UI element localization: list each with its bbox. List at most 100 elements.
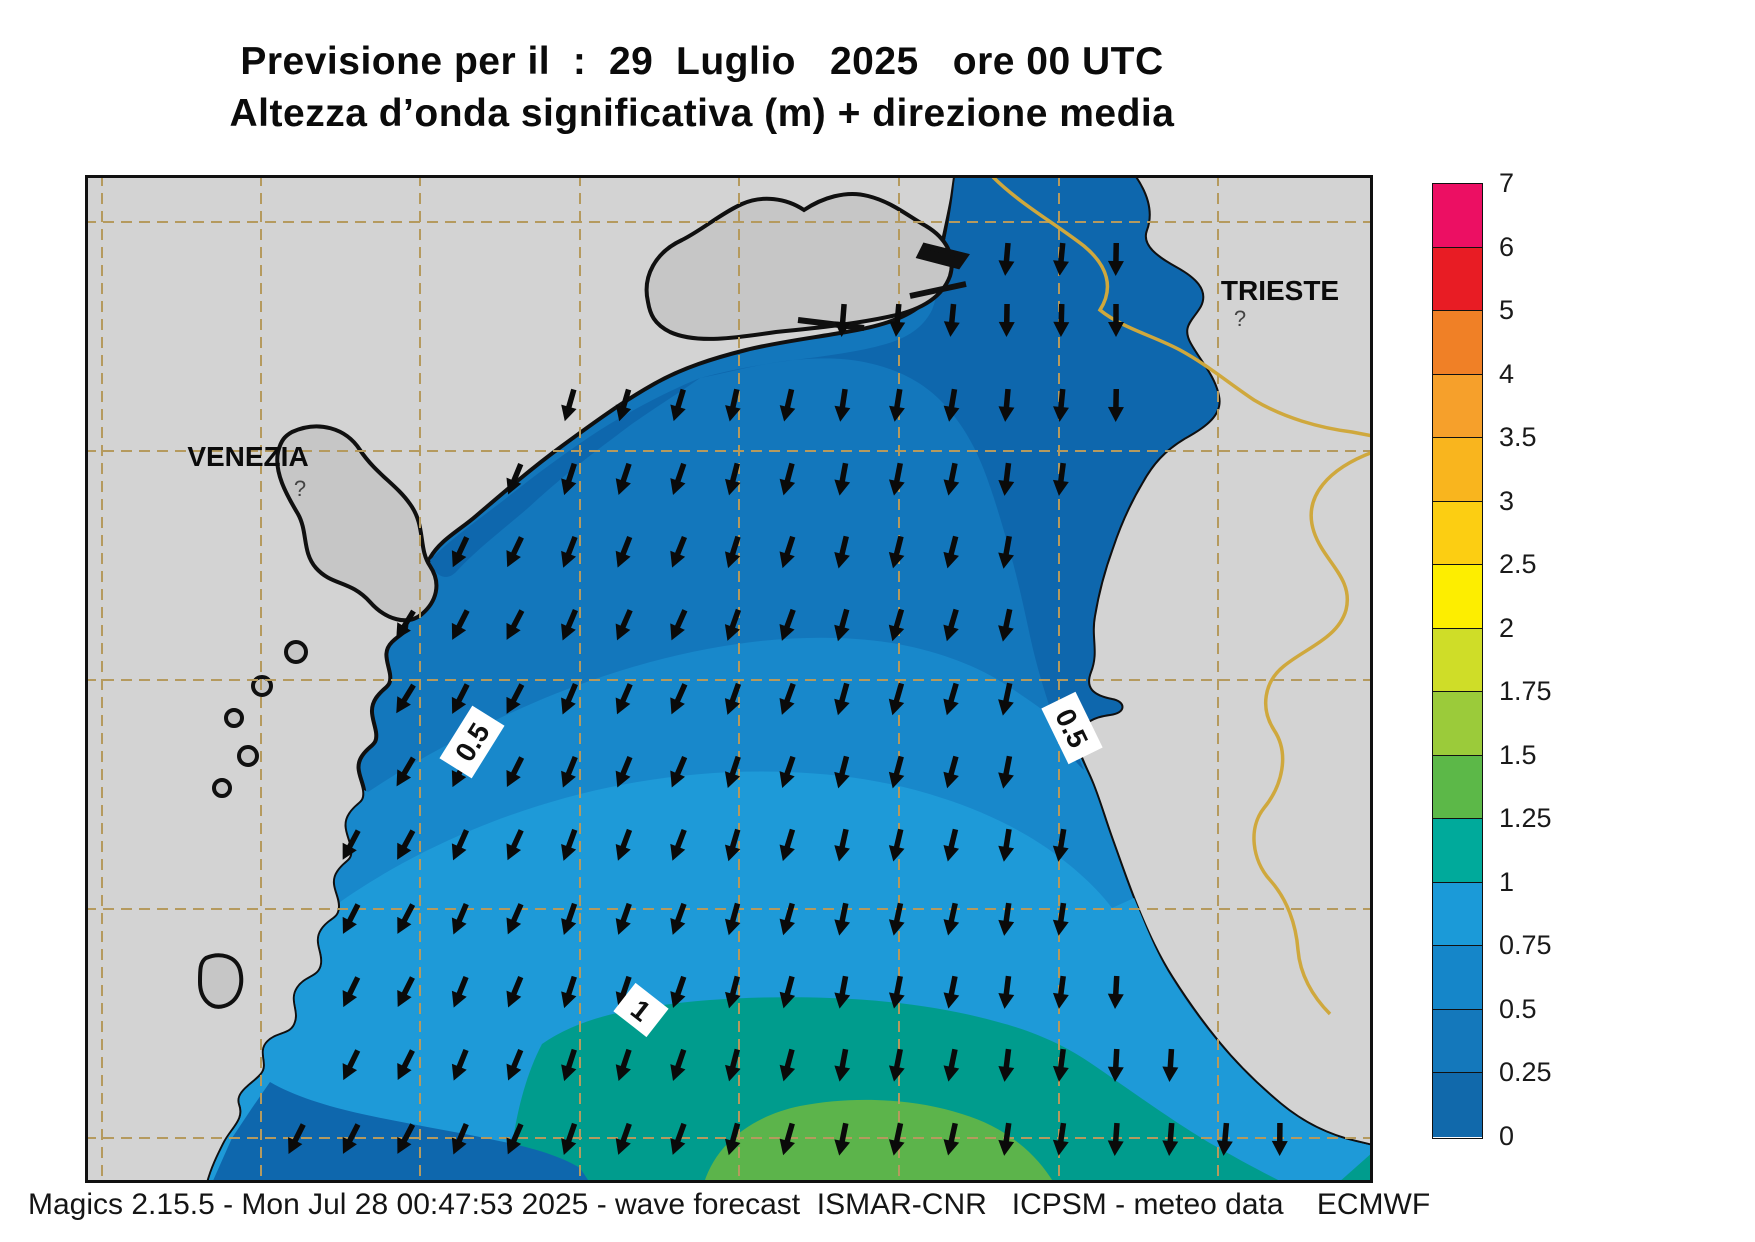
wave-arrow bbox=[943, 462, 960, 496]
wave-arrow bbox=[615, 1048, 632, 1082]
border-italy-slovenia bbox=[991, 175, 1373, 438]
wave-arrow bbox=[561, 975, 577, 1009]
wave-arrow bbox=[451, 975, 469, 1008]
wave-arrow bbox=[998, 535, 1014, 569]
wave-arrow bbox=[615, 462, 632, 496]
wave-arrow bbox=[615, 388, 632, 422]
wave-arrow bbox=[670, 1122, 687, 1155]
wave-arrow bbox=[724, 828, 741, 862]
legend-segment bbox=[1433, 819, 1482, 883]
wave-arrow bbox=[342, 1049, 361, 1081]
legend-value: 1.75 bbox=[1499, 676, 1552, 707]
wave-arrow bbox=[397, 1049, 415, 1081]
wave-arrow bbox=[670, 902, 687, 935]
wave-arrow bbox=[943, 682, 959, 716]
wave-arrow bbox=[725, 462, 741, 496]
wave-arrow bbox=[615, 683, 633, 715]
legend-value: 0.5 bbox=[1499, 993, 1537, 1024]
wave-arrow bbox=[561, 755, 578, 788]
wave-arrow bbox=[1107, 242, 1124, 276]
wave-arrow bbox=[998, 462, 1015, 496]
wave-arrow bbox=[561, 535, 578, 568]
legend-value: 0.75 bbox=[1499, 930, 1552, 961]
legend-labels: 7 6 5 4 3.5 3 2.5 2 1.75 1.5 1.25 1 0.75 0.5 0.25 0 bbox=[1499, 168, 1589, 1151]
wave-arrow bbox=[834, 975, 851, 1009]
wave-arrow bbox=[943, 755, 959, 789]
wave-arrow bbox=[724, 755, 741, 789]
legend-segment bbox=[1433, 374, 1482, 439]
wave-arrow bbox=[779, 755, 796, 788]
wave-arrow bbox=[1108, 304, 1124, 337]
wave-arrow bbox=[1052, 462, 1069, 496]
wave-arrow bbox=[670, 756, 688, 788]
legend-value: 0 bbox=[1499, 1121, 1515, 1151]
wave-arrow bbox=[561, 902, 578, 935]
wave-arrow bbox=[342, 976, 361, 1008]
grado-lagoon bbox=[644, 191, 954, 341]
wave-arrow bbox=[888, 1122, 905, 1156]
wave-arrow bbox=[888, 975, 905, 1009]
wave-arrow bbox=[834, 608, 850, 642]
wave-arrow bbox=[724, 535, 741, 569]
legend-segment bbox=[1433, 247, 1482, 312]
wave-arrow bbox=[1162, 1122, 1179, 1156]
wave-arrow bbox=[998, 828, 1015, 862]
wave-arrow bbox=[615, 1122, 632, 1155]
wave-arrow bbox=[561, 828, 578, 861]
region-1-125-corner bbox=[1338, 1152, 1373, 1183]
wave-arrow bbox=[451, 683, 470, 714]
legend-value: 5 bbox=[1499, 295, 1515, 326]
legend-segment bbox=[1433, 311, 1482, 375]
page-subtitle: Altezza d’onda significativa (m) + direz… bbox=[229, 92, 1175, 135]
wave-arrow bbox=[1271, 1122, 1288, 1156]
wave-arrow bbox=[998, 682, 1014, 716]
border-slovenia-croatia bbox=[1252, 450, 1373, 1016]
wave-arrow bbox=[834, 303, 851, 337]
wave-arrow bbox=[725, 975, 741, 1009]
legend-value: 3 bbox=[1499, 485, 1515, 516]
wave-arrow bbox=[615, 756, 633, 788]
wave-arrow bbox=[889, 388, 905, 422]
legend-segment bbox=[1433, 184, 1482, 248]
wave-arrow bbox=[998, 755, 1014, 789]
contour-label-1: 1 bbox=[613, 982, 669, 1038]
wave-arrow bbox=[834, 1048, 851, 1082]
wave-arrow bbox=[724, 682, 742, 715]
wave-arrow bbox=[779, 682, 796, 715]
legend-segment bbox=[1433, 882, 1482, 947]
wave-arrow bbox=[724, 608, 742, 641]
wave-arrow bbox=[396, 609, 416, 640]
wave-arrow bbox=[834, 682, 850, 716]
venice-lagoon bbox=[197, 424, 439, 1009]
wave-arrow bbox=[725, 902, 741, 936]
legend-segment bbox=[1433, 438, 1482, 502]
wave-arrow bbox=[888, 535, 905, 569]
wave-arrow bbox=[670, 828, 687, 861]
wave-arrow bbox=[1107, 975, 1124, 1009]
wave-arrow bbox=[670, 975, 687, 1008]
wave-arrow bbox=[725, 1048, 741, 1082]
wave-arrow bbox=[834, 755, 850, 789]
wave-arrow bbox=[670, 1048, 687, 1081]
wave-arrow bbox=[779, 608, 796, 641]
wave-arrow bbox=[561, 1122, 578, 1155]
legend-value: 0.25 bbox=[1499, 1057, 1552, 1088]
wave-arrow bbox=[834, 902, 851, 936]
legend-value: 7 bbox=[1499, 168, 1515, 198]
wave-arrow bbox=[1053, 388, 1069, 422]
wave-arrow bbox=[943, 388, 960, 422]
wave-arrow bbox=[725, 1122, 741, 1156]
wave-arrow bbox=[943, 975, 960, 1009]
page-title: Previsione per il : 29 Luglio 2025 ore 0… bbox=[240, 40, 1164, 83]
wave-arrow bbox=[1052, 902, 1069, 936]
wave-arrow bbox=[725, 388, 741, 422]
region-0-025-south bbox=[212, 1082, 590, 1183]
wave-arrow bbox=[670, 535, 687, 568]
wave-arrow bbox=[888, 608, 905, 642]
wave-arrow bbox=[506, 1049, 524, 1081]
wave-arrow bbox=[506, 829, 524, 861]
legend-value: 6 bbox=[1499, 231, 1515, 262]
wave-arrow bbox=[834, 388, 851, 422]
wave-arrow bbox=[615, 609, 633, 641]
wave-arrow bbox=[779, 462, 796, 496]
